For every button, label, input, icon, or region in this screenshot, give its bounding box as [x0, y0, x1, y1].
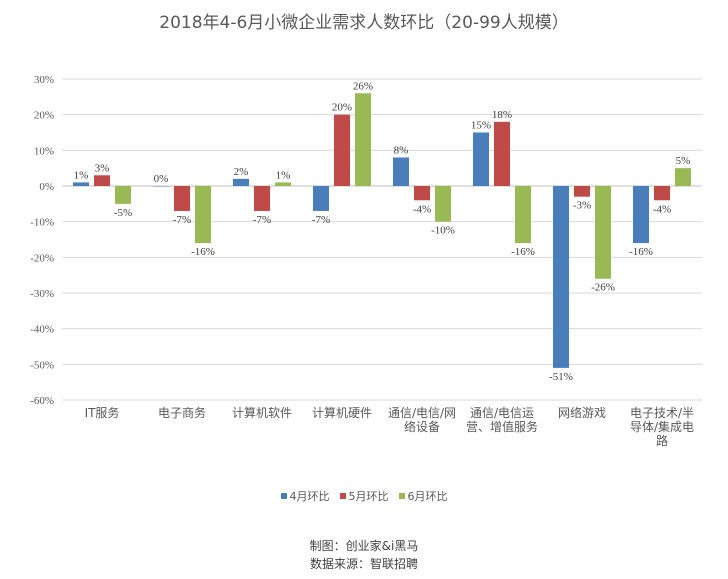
- category-label: 计算机硬件: [311, 406, 372, 420]
- bar: [233, 178, 249, 186]
- category-label: 电子技术/半导体/集成电路: [629, 406, 695, 448]
- data-label: 15%: [471, 120, 491, 132]
- y-tick-label: -30%: [30, 288, 54, 300]
- legend: 4月环比 5月环比 6月环比: [0, 488, 728, 504]
- bar: [654, 186, 670, 201]
- bar: [595, 186, 611, 279]
- data-label: 1%: [74, 169, 89, 181]
- data-label: 1%: [276, 169, 291, 181]
- bar: [675, 168, 691, 186]
- category-label: 通信/电信运营、增值服务: [465, 406, 538, 434]
- bar: [334, 114, 350, 186]
- bar: [414, 186, 430, 201]
- bar: [515, 186, 531, 244]
- bar: [574, 186, 590, 197]
- data-label: -16%: [629, 246, 653, 258]
- data-label: -3%: [573, 200, 591, 212]
- data-label: -10%: [431, 225, 455, 237]
- category-label: 电子商务: [157, 406, 206, 420]
- y-tick-label: -50%: [30, 359, 54, 371]
- y-tick-label: 10%: [34, 145, 54, 157]
- legend-item: 5月环比: [339, 488, 389, 504]
- chart-title: 2018年4-6月小微企业需求人数环比（20-99人规模）: [159, 13, 569, 33]
- data-label: -7%: [312, 214, 330, 226]
- y-tick-label: -20%: [30, 252, 54, 264]
- legend-label: 4月环比: [289, 490, 330, 503]
- bar: [275, 182, 291, 186]
- data-label: -4%: [413, 203, 431, 215]
- legend-swatch: [398, 493, 405, 499]
- data-label: 20%: [332, 102, 352, 114]
- data-label: -16%: [191, 246, 215, 258]
- legend-label: 6月环比: [407, 490, 448, 503]
- legend-label: 5月环比: [348, 490, 389, 503]
- bar: [153, 186, 169, 187]
- data-label: -7%: [173, 214, 191, 226]
- bar: [355, 93, 371, 186]
- bar: [633, 186, 649, 244]
- data-label: -4%: [653, 203, 671, 215]
- data-label: -7%: [253, 214, 271, 226]
- legend-item: 4月环比: [280, 488, 330, 504]
- bar: [115, 186, 131, 204]
- data-label: 18%: [492, 109, 512, 121]
- y-tick-label: -40%: [30, 324, 54, 336]
- footer-source: 数据来源：智联招聘: [309, 557, 418, 571]
- bar: [553, 186, 569, 368]
- y-tick-label: -60%: [30, 395, 54, 407]
- bar: [73, 182, 89, 186]
- bar: [393, 157, 409, 186]
- legend-item: 6月环比: [398, 488, 448, 504]
- data-label: 2%: [234, 166, 249, 178]
- bar: [313, 186, 329, 211]
- data-label: -16%: [511, 246, 535, 258]
- bar: [494, 121, 510, 186]
- category-label: 计算机软件: [231, 406, 292, 420]
- data-label: -26%: [591, 282, 615, 294]
- y-tick-label: -10%: [30, 217, 54, 229]
- y-tick-label: 30%: [34, 74, 54, 86]
- legend-swatch: [280, 493, 287, 499]
- bar: [94, 175, 110, 186]
- bar: [174, 186, 190, 211]
- bar: [435, 186, 451, 222]
- footer-credit: 制图：创业家&i黑马: [309, 539, 419, 553]
- bar: [195, 186, 211, 244]
- category-label: 通信/电信/网络设备: [387, 406, 457, 434]
- category-label: 网络游戏: [557, 406, 606, 420]
- data-label: -51%: [549, 371, 573, 383]
- data-label: 26%: [353, 80, 373, 92]
- legend-swatch: [339, 493, 346, 499]
- data-label: 5%: [676, 155, 691, 167]
- category-label: IT服务: [84, 406, 120, 420]
- y-tick-label: 0%: [39, 181, 54, 193]
- bar: [254, 186, 270, 211]
- data-label: 8%: [394, 144, 409, 156]
- bar: [473, 132, 489, 186]
- data-label: 3%: [95, 162, 110, 174]
- data-label: 0%: [154, 173, 169, 185]
- data-label: -5%: [114, 207, 132, 219]
- y-tick-label: 20%: [34, 110, 54, 122]
